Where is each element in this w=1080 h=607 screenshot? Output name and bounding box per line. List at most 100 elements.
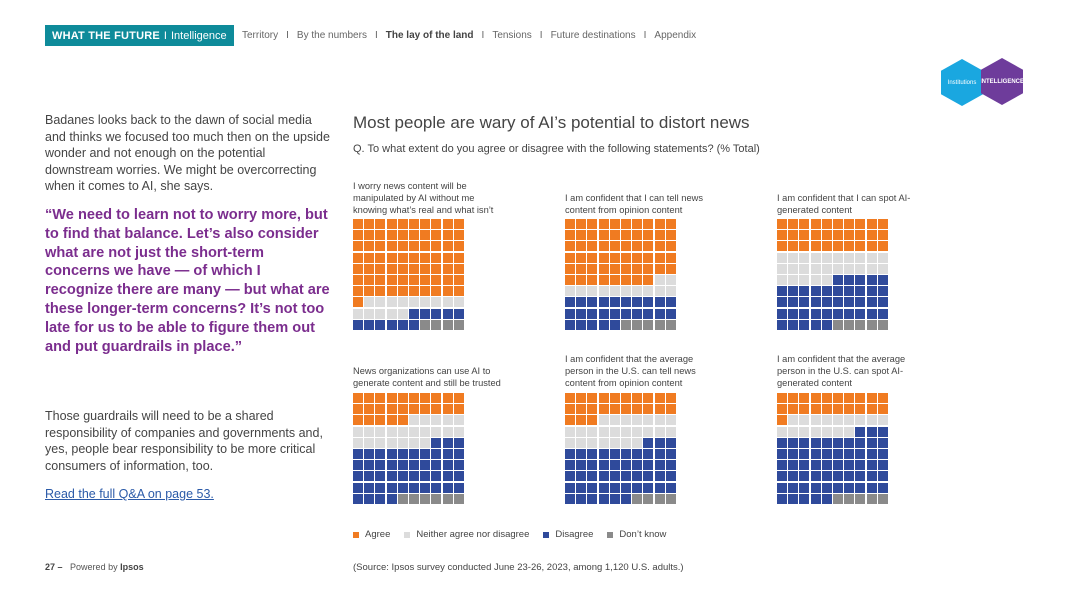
waffle-cell-disagree — [409, 319, 419, 330]
waffle-cell-agree — [431, 263, 442, 274]
waffle-cell-disagree — [665, 460, 676, 471]
waffle-cell-disagree — [665, 482, 676, 493]
waffle-cell-agree — [844, 219, 855, 229]
waffle-cell-disagree — [375, 449, 386, 459]
waffle-cell-agree — [409, 286, 419, 297]
waffle-cell-agree — [420, 252, 431, 263]
waffle-cell-agree — [353, 219, 363, 229]
waffle-cell-disagree — [386, 471, 397, 482]
waffle-cell-agree — [609, 219, 620, 229]
waffle-cell-disagree — [777, 460, 787, 471]
waffle-cell-agree — [364, 404, 375, 415]
waffle-cell-disagree — [810, 286, 821, 297]
waffle-cell-agree — [621, 275, 631, 285]
waffle-cell-agree — [386, 252, 397, 263]
waffle-cell-agree — [844, 393, 855, 403]
waffle-cell-disagree — [643, 297, 654, 308]
waffle-cell-dont-know — [877, 319, 888, 330]
waffle-cell-neither — [409, 297, 419, 308]
waffle-cell-disagree — [821, 482, 832, 493]
powered-by-label: Powered by — [70, 562, 118, 572]
waffle-cell-agree — [877, 404, 888, 415]
waffle-cell-disagree — [386, 319, 397, 330]
waffle-cell-disagree — [877, 460, 888, 471]
waffle-cell-disagree — [609, 471, 620, 482]
waffle-cell-disagree — [810, 449, 821, 459]
waffle-cell-agree — [565, 241, 575, 252]
waffle-cell-agree — [777, 404, 787, 415]
nav-item-tensions[interactable]: Tensions — [492, 30, 532, 41]
waffle-cell-agree — [353, 404, 363, 415]
nav-item-appendix[interactable]: Appendix — [654, 30, 697, 41]
waffle-cell-agree — [643, 230, 654, 241]
waffle-cell-disagree — [788, 460, 799, 471]
waffle-cell-agree — [565, 393, 575, 403]
waffle-cell-disagree — [844, 275, 855, 285]
intro-paragraph: Badanes looks back to the dawn of social… — [45, 113, 330, 193]
waffle-cell-agree — [665, 404, 676, 415]
waffle-cell-dont-know — [643, 493, 654, 504]
nav-separator: I — [539, 30, 543, 41]
waffle-cell-disagree — [777, 308, 787, 319]
waffle-cell-agree — [375, 219, 386, 229]
waffle-cell-disagree — [821, 437, 832, 448]
waffle-cell-neither — [632, 286, 643, 297]
waffle-cell-agree — [609, 393, 620, 403]
brand-badge[interactable]: WHAT THE FUTURE I Intelligence — [45, 25, 234, 46]
waffle-cell-neither — [643, 286, 654, 297]
waffle-cell-neither — [643, 426, 654, 437]
waffle-cell-agree — [643, 241, 654, 252]
waffle-cell-disagree — [397, 460, 408, 471]
nav-item-future-destinations[interactable]: Future destinations — [550, 30, 636, 41]
waffle-cell-disagree — [409, 482, 419, 493]
source-note: (Source: Ipsos survey conducted June 23-… — [353, 562, 684, 573]
waffle-cell-agree — [777, 230, 787, 241]
waffle-cell-neither — [598, 415, 609, 426]
waffle-cell-agree — [621, 393, 631, 403]
waffle-cell-agree — [375, 404, 386, 415]
waffle-cell-neither — [821, 252, 832, 263]
waffle-cell-agree — [576, 275, 587, 285]
institutions-hex-icon: Institutions — [941, 59, 983, 106]
waffle-cell-disagree — [609, 308, 620, 319]
waffle-cell-agree — [420, 241, 431, 252]
waffle-cell-agree — [632, 404, 643, 415]
waffle-cell-agree — [420, 263, 431, 274]
waffle-cell-agree — [353, 297, 363, 308]
waffle-cell-disagree — [844, 437, 855, 448]
waffle-cell-disagree — [877, 297, 888, 308]
waffle-cell-disagree — [833, 275, 843, 285]
waffle-cell-agree — [866, 393, 877, 403]
waffle-cell-neither — [364, 437, 375, 448]
waffle-cell-disagree — [609, 482, 620, 493]
waffle-cell-agree — [855, 393, 866, 403]
waffle-cell-disagree — [855, 449, 866, 459]
waffle-cell-agree — [877, 230, 888, 241]
waffle-cell-agree — [364, 252, 375, 263]
waffle-cell-agree — [844, 230, 855, 241]
waffle-cell-neither — [777, 263, 787, 274]
waffle-cell-agree — [621, 241, 631, 252]
waffle-cell-agree — [609, 252, 620, 263]
waffle-cell-agree — [375, 275, 386, 285]
full-qa-link[interactable]: Read the full Q&A on page 53. — [45, 487, 214, 501]
nav-item-lay-of-the-land[interactable]: The lay of the land — [385, 30, 474, 41]
nav-item-territory[interactable]: Territory — [242, 30, 279, 41]
waffle-cell-disagree — [810, 437, 821, 448]
waffle-cell-disagree — [386, 482, 397, 493]
waffle-cell-disagree — [621, 482, 631, 493]
waffle-cell-disagree — [587, 319, 598, 330]
waffle-cell-neither — [420, 426, 431, 437]
waffle-cell-disagree — [866, 460, 877, 471]
nav-item-by-the-numbers[interactable]: By the numbers — [296, 30, 367, 41]
waffle-cell-neither — [844, 263, 855, 274]
waffle-cell-agree — [621, 404, 631, 415]
waffle-cell-neither — [442, 415, 453, 426]
waffle-cell-disagree — [833, 308, 843, 319]
waffle-cell-agree — [632, 241, 643, 252]
waffle-cell-disagree — [799, 449, 810, 459]
waffle-cell-disagree — [409, 471, 419, 482]
waffle-cell-agree — [788, 230, 799, 241]
waffle-cell-neither — [799, 263, 810, 274]
legend-label-disagree: Disagree — [555, 529, 594, 540]
